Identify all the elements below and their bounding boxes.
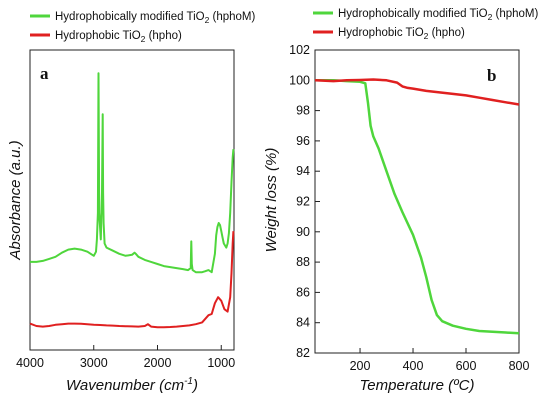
- panel-b-series: [314, 78, 520, 335]
- panel-b-y-tick-label: 98: [296, 104, 310, 118]
- panel-b-y-tick-label: 86: [296, 285, 310, 299]
- panel-a-x-tick-label: 4000: [16, 356, 44, 370]
- panel-a-x-tick-label: 1000: [207, 356, 235, 370]
- panel-b-x-tick-label: 600: [456, 359, 477, 373]
- panel-b-y-tick-label: 92: [296, 195, 310, 209]
- panel-b-legend: Hydrophobically modified TiO2 (hphoM) Hy…: [313, 8, 538, 41]
- legend-a-red-label: Hydrophobic TiO2 (hpho): [55, 30, 182, 44]
- panel-a: Hydrophobically modified TiO2 (hphoM) Hy…: [7, 11, 255, 394]
- panel-b-y-tick-label: 96: [296, 134, 310, 148]
- panel-b-y-tick-label: 82: [296, 346, 310, 360]
- panel-b-y-tick-label: 84: [296, 316, 310, 330]
- panel-b-y-tick-label: 94: [296, 164, 310, 178]
- panel-b-x-tick-label: 800: [509, 359, 530, 373]
- series-hpho-tga-line: [314, 78, 520, 106]
- panel-a-label: a: [40, 64, 49, 83]
- panel-b-x-axis-title: Temperature (ºC): [360, 377, 475, 394]
- panel-a-x-axis-title: Wavenumber (cm-1): [66, 376, 198, 394]
- series-hpho-ftir-line: [29, 231, 235, 329]
- panel-b-x-axis: 200 400 600 800: [350, 348, 530, 373]
- legend-b-red-label: Hydrophobic TiO2 (hpho): [338, 27, 465, 41]
- panel-b-y-tick-label: 90: [296, 225, 310, 239]
- panel-b-label: b: [487, 66, 496, 85]
- panel-b-x-tick-label: 200: [350, 359, 371, 373]
- series-hphoM-tga-line: [315, 79, 520, 335]
- series-hphoM-ftir-line: [30, 72, 235, 274]
- panel-b-y-tick-label: 88: [296, 255, 310, 269]
- panel-a-legend: Hydrophobically modified TiO2 (hphoM) Hy…: [30, 11, 255, 44]
- panel-b-y-tick-label: 102: [289, 43, 310, 57]
- panel-a-series: [29, 72, 235, 329]
- panel-b-plot-frame: [314, 49, 520, 354]
- panel-b-y-tick-label: 100: [289, 73, 310, 87]
- panel-a-x-tick-label: 3000: [80, 356, 108, 370]
- panel-a-y-axis-title: Absorbance (a.u.): [7, 140, 24, 260]
- panel-b-x-tick-label: 400: [403, 359, 424, 373]
- panel-a-plot-frame: [29, 49, 235, 351]
- legend-a-green-label: Hydrophobically modified TiO2 (hphoM): [55, 11, 255, 25]
- panel-b: Hydrophobically modified TiO2 (hphoM) Hy…: [263, 8, 538, 394]
- panel-a-x-axis: 4000 3000 2000 1000: [16, 345, 235, 370]
- panel-a-x-tick-label: 2000: [144, 356, 172, 370]
- panel-b-y-axis-title: Weight loss (%): [263, 148, 280, 253]
- legend-b-green-label: Hydrophobically modified TiO2 (hphoM): [338, 8, 538, 22]
- panel-b-y-axis: 82 84 86 88 90 92 94 96 98 100 102: [289, 43, 320, 360]
